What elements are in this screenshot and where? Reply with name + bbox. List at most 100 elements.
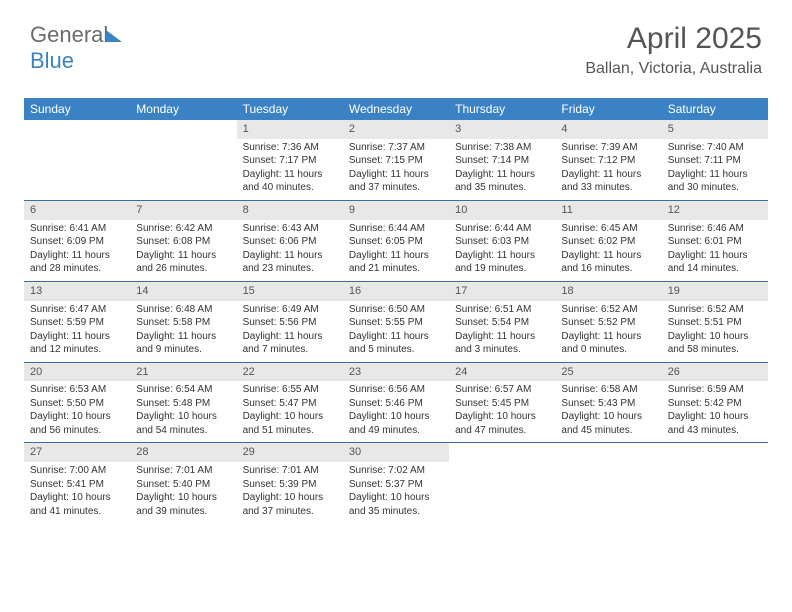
day-number: 11: [555, 201, 661, 220]
sunset-text: Sunset: 5:42 PM: [668, 397, 762, 411]
sunset-text: Sunset: 5:56 PM: [243, 316, 337, 330]
day-details: Sunrise: 6:48 AMSunset: 5:58 PMDaylight:…: [130, 301, 236, 362]
day-details: Sunrise: 7:39 AMSunset: 7:12 PMDaylight:…: [555, 139, 661, 200]
sunrise-text: Sunrise: 6:42 AM: [136, 222, 230, 236]
sunset-text: Sunset: 6:05 PM: [349, 235, 443, 249]
daylight-text: Daylight: 11 hours and 12 minutes.: [30, 330, 124, 357]
day-number: 29: [237, 443, 343, 462]
calendar-week: 6Sunrise: 6:41 AMSunset: 6:09 PMDaylight…: [24, 201, 768, 282]
sunrise-text: Sunrise: 6:53 AM: [30, 383, 124, 397]
sunset-text: Sunset: 6:09 PM: [30, 235, 124, 249]
daylight-text: Daylight: 10 hours and 56 minutes.: [30, 410, 124, 437]
day-details: Sunrise: 6:54 AMSunset: 5:48 PMDaylight:…: [130, 381, 236, 442]
calendar-cell: 14Sunrise: 6:48 AMSunset: 5:58 PMDayligh…: [130, 282, 236, 362]
sunrise-text: Sunrise: 6:45 AM: [561, 222, 655, 236]
sunset-text: Sunset: 5:51 PM: [668, 316, 762, 330]
daylight-text: Daylight: 11 hours and 14 minutes.: [668, 249, 762, 276]
sunset-text: Sunset: 5:47 PM: [243, 397, 337, 411]
logo-triangle-icon: [106, 30, 122, 42]
daylight-text: Daylight: 11 hours and 21 minutes.: [349, 249, 443, 276]
calendar-cell: 18Sunrise: 6:52 AMSunset: 5:52 PMDayligh…: [555, 282, 661, 362]
day-number: 4: [555, 120, 661, 139]
sunset-text: Sunset: 5:48 PM: [136, 397, 230, 411]
sunset-text: Sunset: 5:58 PM: [136, 316, 230, 330]
day-number: 8: [237, 201, 343, 220]
calendar-cell: [24, 120, 130, 200]
logo: General Blue: [30, 22, 122, 74]
sunrise-text: Sunrise: 6:44 AM: [455, 222, 549, 236]
daylight-text: Daylight: 11 hours and 9 minutes.: [136, 330, 230, 357]
sunrise-text: Sunrise: 6:43 AM: [243, 222, 337, 236]
day-header-wed: Wednesday: [343, 98, 449, 120]
day-header-sun: Sunday: [24, 98, 130, 120]
day-header-thu: Thursday: [449, 98, 555, 120]
sunrise-text: Sunrise: 6:49 AM: [243, 303, 337, 317]
day-header-tue: Tuesday: [237, 98, 343, 120]
calendar-cell: 26Sunrise: 6:59 AMSunset: 5:42 PMDayligh…: [662, 363, 768, 443]
calendar-body: 1Sunrise: 7:36 AMSunset: 7:17 PMDaylight…: [24, 120, 768, 523]
day-number: 12: [662, 201, 768, 220]
calendar-cell: 17Sunrise: 6:51 AMSunset: 5:54 PMDayligh…: [449, 282, 555, 362]
daylight-text: Daylight: 10 hours and 58 minutes.: [668, 330, 762, 357]
daylight-text: Daylight: 10 hours and 37 minutes.: [243, 491, 337, 518]
day-details: Sunrise: 7:40 AMSunset: 7:11 PMDaylight:…: [662, 139, 768, 200]
day-number: 28: [130, 443, 236, 462]
calendar-cell: 13Sunrise: 6:47 AMSunset: 5:59 PMDayligh…: [24, 282, 130, 362]
sunrise-text: Sunrise: 6:50 AM: [349, 303, 443, 317]
day-details: Sunrise: 7:37 AMSunset: 7:15 PMDaylight:…: [343, 139, 449, 200]
day-number: 25: [555, 363, 661, 382]
sunset-text: Sunset: 7:12 PM: [561, 154, 655, 168]
day-number: 20: [24, 363, 130, 382]
day-number: 1: [237, 120, 343, 139]
calendar-cell: 15Sunrise: 6:49 AMSunset: 5:56 PMDayligh…: [237, 282, 343, 362]
day-number: 15: [237, 282, 343, 301]
day-details: Sunrise: 6:52 AMSunset: 5:52 PMDaylight:…: [555, 301, 661, 362]
sunrise-text: Sunrise: 7:37 AM: [349, 141, 443, 155]
sunset-text: Sunset: 6:02 PM: [561, 235, 655, 249]
day-details: Sunrise: 7:36 AMSunset: 7:17 PMDaylight:…: [237, 139, 343, 200]
day-number: 19: [662, 282, 768, 301]
day-header-fri: Friday: [555, 98, 661, 120]
daylight-text: Daylight: 11 hours and 3 minutes.: [455, 330, 549, 357]
day-details: Sunrise: 6:45 AMSunset: 6:02 PMDaylight:…: [555, 220, 661, 281]
sunset-text: Sunset: 6:08 PM: [136, 235, 230, 249]
day-number: 5: [662, 120, 768, 139]
sunset-text: Sunset: 5:37 PM: [349, 478, 443, 492]
calendar-cell: 24Sunrise: 6:57 AMSunset: 5:45 PMDayligh…: [449, 363, 555, 443]
calendar-cell: 30Sunrise: 7:02 AMSunset: 5:37 PMDayligh…: [343, 443, 449, 523]
sunset-text: Sunset: 5:50 PM: [30, 397, 124, 411]
calendar-week: 27Sunrise: 7:00 AMSunset: 5:41 PMDayligh…: [24, 443, 768, 523]
daylight-text: Daylight: 11 hours and 30 minutes.: [668, 168, 762, 195]
calendar-cell: 25Sunrise: 6:58 AMSunset: 5:43 PMDayligh…: [555, 363, 661, 443]
day-details: Sunrise: 6:43 AMSunset: 6:06 PMDaylight:…: [237, 220, 343, 281]
calendar-cell: 6Sunrise: 6:41 AMSunset: 6:09 PMDaylight…: [24, 201, 130, 281]
day-number: 27: [24, 443, 130, 462]
day-number: 22: [237, 363, 343, 382]
day-details: Sunrise: 6:56 AMSunset: 5:46 PMDaylight:…: [343, 381, 449, 442]
sunrise-text: Sunrise: 6:47 AM: [30, 303, 124, 317]
sunrise-text: Sunrise: 6:41 AM: [30, 222, 124, 236]
daylight-text: Daylight: 11 hours and 37 minutes.: [349, 168, 443, 195]
sunrise-text: Sunrise: 6:52 AM: [561, 303, 655, 317]
header-right: April 2025 Ballan, Victoria, Australia: [585, 22, 762, 78]
daylight-text: Daylight: 10 hours and 41 minutes.: [30, 491, 124, 518]
day-number: 14: [130, 282, 236, 301]
daylight-text: Daylight: 11 hours and 0 minutes.: [561, 330, 655, 357]
sunrise-text: Sunrise: 6:55 AM: [243, 383, 337, 397]
day-details: Sunrise: 6:57 AMSunset: 5:45 PMDaylight:…: [449, 381, 555, 442]
calendar-cell: 12Sunrise: 6:46 AMSunset: 6:01 PMDayligh…: [662, 201, 768, 281]
calendar-week: 13Sunrise: 6:47 AMSunset: 5:59 PMDayligh…: [24, 282, 768, 363]
sunrise-text: Sunrise: 7:36 AM: [243, 141, 337, 155]
day-details: Sunrise: 6:47 AMSunset: 5:59 PMDaylight:…: [24, 301, 130, 362]
day-details: Sunrise: 6:41 AMSunset: 6:09 PMDaylight:…: [24, 220, 130, 281]
day-details: Sunrise: 6:59 AMSunset: 5:42 PMDaylight:…: [662, 381, 768, 442]
calendar-cell: 7Sunrise: 6:42 AMSunset: 6:08 PMDaylight…: [130, 201, 236, 281]
calendar-cell: [662, 443, 768, 523]
calendar-cell: 2Sunrise: 7:37 AMSunset: 7:15 PMDaylight…: [343, 120, 449, 200]
day-details: Sunrise: 6:52 AMSunset: 5:51 PMDaylight:…: [662, 301, 768, 362]
day-details: Sunrise: 7:01 AMSunset: 5:39 PMDaylight:…: [237, 462, 343, 523]
sunrise-text: Sunrise: 6:46 AM: [668, 222, 762, 236]
calendar-cell: [555, 443, 661, 523]
sunrise-text: Sunrise: 6:51 AM: [455, 303, 549, 317]
sunrise-text: Sunrise: 6:44 AM: [349, 222, 443, 236]
